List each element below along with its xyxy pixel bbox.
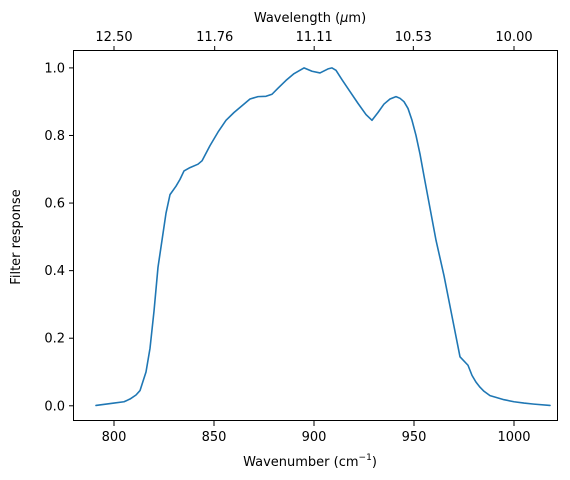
x-axis-ticks: 800 850 900 950 1000 bbox=[102, 421, 531, 445]
y-tick-label: 1.0 bbox=[44, 61, 65, 76]
x-tick-label: 950 bbox=[402, 430, 427, 445]
top-axis-label: Wavelength (μm) bbox=[254, 11, 366, 26]
x-axis-label-superscript: −1 bbox=[359, 453, 372, 463]
x-axis-label-text: Wavenumber (cm bbox=[243, 455, 358, 470]
top-tick-label: 10.53 bbox=[395, 30, 432, 45]
x-tick-label: 800 bbox=[102, 430, 127, 445]
top-axis-label-mu: μ bbox=[339, 11, 348, 26]
top-tick-label: 10.00 bbox=[495, 30, 532, 45]
y-tick-label: 0.4 bbox=[44, 264, 65, 279]
series-line-filter-response bbox=[95, 67, 551, 407]
y-tick-label: 0.6 bbox=[44, 197, 65, 212]
top-axis-label-close: m) bbox=[348, 11, 366, 26]
plot-frame bbox=[73, 50, 558, 421]
top-axis-label-text: Wavelength ( bbox=[254, 11, 340, 26]
x-axis-label-close: ) bbox=[372, 455, 377, 470]
top-tick-label: 11.76 bbox=[196, 30, 233, 45]
top-tick-label: 11.11 bbox=[296, 30, 333, 45]
x-tick-label: 850 bbox=[202, 430, 227, 445]
y-tick-label: 0.8 bbox=[44, 129, 65, 144]
y-tick-label: 0.0 bbox=[44, 399, 65, 414]
x-tick-label: 1000 bbox=[497, 430, 530, 445]
y-tick-label: 0.2 bbox=[44, 332, 65, 347]
y-axis-ticks: 0.0 0.2 0.4 0.6 0.8 1.0 bbox=[44, 61, 74, 414]
y-axis-label: Filter response bbox=[9, 189, 24, 284]
top-tick-label: 12.50 bbox=[95, 30, 132, 45]
top-axis-ticks: 12.50 11.76 11.11 10.53 10.00 bbox=[95, 30, 533, 51]
x-tick-label: 900 bbox=[302, 430, 327, 445]
x-axis-label: Wavenumber (cm−1) bbox=[243, 453, 377, 470]
